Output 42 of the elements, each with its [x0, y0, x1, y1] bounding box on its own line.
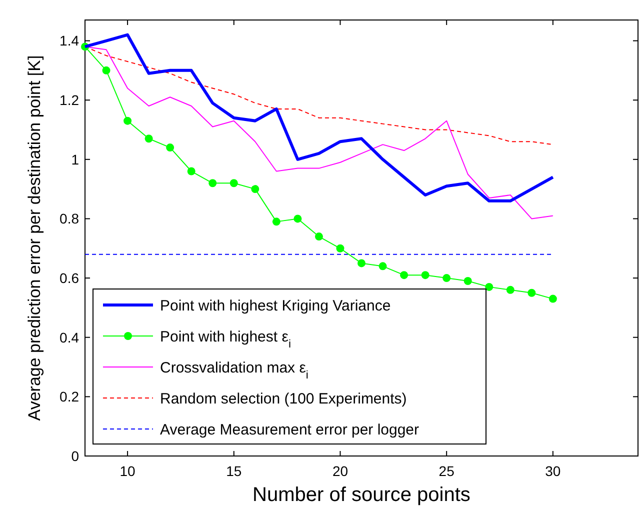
y-tick-label: 0.8 — [60, 210, 80, 227]
y-tick-label: 0.4 — [60, 329, 80, 346]
legend-label: Point with highest ε$_{i}$ — [160, 328, 291, 350]
point — [187, 167, 196, 176]
point — [314, 232, 323, 241]
x-tick-label: 30 — [545, 463, 561, 479]
point — [442, 274, 451, 282]
point — [485, 282, 494, 291]
point — [208, 179, 217, 188]
y-tick-label: 1.2 — [60, 92, 80, 108]
y-tick-label: 0 — [71, 448, 80, 464]
legend-label: Crossvalidation max ε$_{i}$ — [160, 359, 308, 382]
point — [506, 286, 514, 294]
y-tick-label: 0.2 — [60, 388, 80, 405]
point — [144, 134, 153, 143]
point — [464, 277, 472, 286]
point — [294, 214, 302, 223]
point — [548, 294, 557, 303]
point — [230, 179, 238, 188]
y-tick-label: 0.6 — [60, 270, 80, 286]
y-tick-label: 1.4 — [60, 32, 80, 49]
point — [251, 185, 260, 194]
point — [102, 66, 110, 74]
x-axis-title: Number of source points — [252, 484, 470, 506]
point — [400, 271, 408, 280]
point — [528, 288, 536, 297]
legend-label: Random selection (100 Experiments) — [160, 390, 407, 408]
point — [166, 144, 174, 152]
point — [272, 218, 280, 226]
y-axis-title: Average prediction error per destination point [K] — [25, 55, 44, 421]
y-tick-label: 1 — [71, 151, 80, 168]
x-tick-label: 20 — [332, 463, 348, 479]
x-tick-label: 25 — [438, 463, 455, 479]
x-tick-label: 10 — [120, 463, 136, 479]
legend-label: Point with highest Kriging Variance — [160, 297, 391, 314]
point — [421, 271, 430, 280]
point — [336, 244, 344, 252]
point — [124, 116, 132, 125]
x-tick-label: 15 — [226, 463, 242, 479]
legend-label: Average Measurement error per logger — [160, 421, 420, 438]
point — [378, 262, 387, 270]
point — [358, 259, 366, 268]
